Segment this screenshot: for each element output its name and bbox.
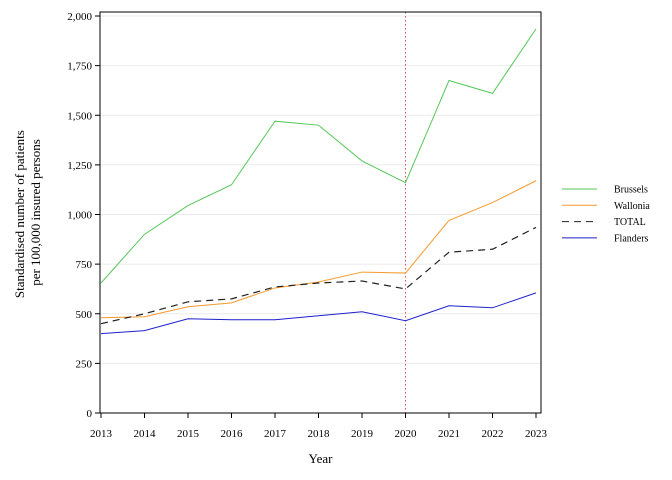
legend-label-wallonia: Wallonia [614, 201, 650, 212]
legend: Brussels Wallonia TOTAL Flanders [562, 185, 650, 244]
y-tick-label-5: 1,250 [67, 160, 92, 172]
x-tick-label-2: 2015 [177, 428, 200, 440]
y-axis-title-line-1: Standardised number of patients [12, 130, 27, 298]
series-line-flanders [100, 292, 537, 335]
y-tick-label-2: 500 [76, 309, 93, 321]
x-tick-label-10: 2023 [525, 428, 548, 440]
y-axis-title: Standardised number of patients per 100,… [12, 127, 43, 298]
y-axis-title-line-2: per 100,000 insured persons [28, 139, 43, 286]
gridlines [100, 15, 541, 364]
plot-frame [99, 11, 542, 414]
y-tick-label-0: 0 [87, 408, 93, 420]
y-tick-label-1: 250 [76, 358, 93, 370]
x-tick-label-3: 2016 [221, 428, 244, 440]
y-tick-label-7: 1,750 [67, 61, 92, 73]
series-line-wallonia [100, 180, 537, 319]
x-tick-label-8: 2021 [438, 428, 460, 440]
x-tick-label-4: 2017 [264, 428, 287, 440]
x-tick-label-1: 2014 [134, 428, 157, 440]
x-axis: 2013 2014 2015 2016 2017 2018 2019 2020 2021 2022… [90, 413, 548, 440]
series-line-total [100, 226, 537, 325]
x-tick-label-6: 2019 [351, 428, 374, 440]
y-tick-label-6: 1,500 [67, 110, 92, 122]
x-tick-label-9: 2022 [482, 428, 504, 440]
legend-label-flanders: Flanders [614, 233, 649, 244]
y-tick-label-8: 2,000 [67, 11, 92, 23]
series-line-brussels [100, 28, 537, 284]
legend-label-total: TOTAL [614, 217, 646, 228]
x-tick-label-0: 2013 [90, 428, 113, 440]
legend-label-brussels: Brussels [614, 185, 648, 196]
x-tick-label-5: 2018 [308, 428, 331, 440]
x-axis-title: Year [309, 451, 334, 466]
x-tick-label-7: 2020 [395, 428, 418, 440]
y-tick-label-4: 1,000 [67, 210, 92, 222]
y-tick-label-3: 750 [76, 259, 93, 271]
y-axis: 0 250 500 750 1,000 1,250 1,500 1,750 2,000 [67, 11, 100, 420]
series-lines [100, 28, 537, 335]
